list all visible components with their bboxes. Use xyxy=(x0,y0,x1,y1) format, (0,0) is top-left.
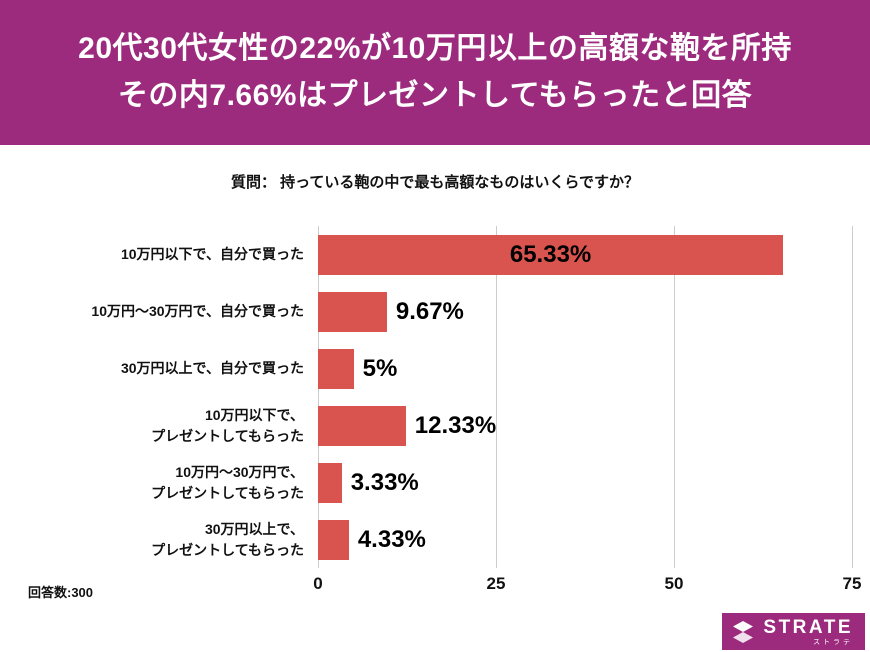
category-label: 10万円～30万円で、自分で買った xyxy=(91,303,304,320)
gridline xyxy=(674,226,675,568)
chart-row: 10万円～30万円で、自分で買った 9.67% xyxy=(0,283,870,340)
bar xyxy=(318,291,387,332)
value-label: 3.33% xyxy=(350,468,419,496)
tick-label: 0 xyxy=(313,574,323,593)
row-plot: 9.67% xyxy=(318,291,852,332)
value-label: 4.33% xyxy=(357,525,426,553)
logo-subtitle: ストラテ xyxy=(813,638,853,646)
row-plot: 5% xyxy=(318,348,852,389)
row-plot: 12.33% xyxy=(318,405,852,446)
chart-row: 10万円以下で、 プレゼントしてもらった 12.33% xyxy=(0,397,870,454)
respondent-count: 回答数:300 xyxy=(28,585,94,600)
bar xyxy=(318,348,354,389)
gridline xyxy=(852,226,853,568)
category-label: 10万円～30万円で、 プレゼントしてもらった xyxy=(151,464,304,501)
chart-row: 10万円～30万円で、 プレゼントしてもらった 3.33% xyxy=(0,454,870,511)
tick-label: 50 xyxy=(664,574,684,593)
tick-label: 25 xyxy=(486,574,506,593)
bar xyxy=(318,405,406,446)
bar xyxy=(318,519,349,560)
gridlines xyxy=(318,226,853,568)
row-plot: 3.33% xyxy=(318,462,852,503)
plot-area: 10万円以下で、自分で買った 65.33% 10万円～30万円で、自分で買った 9.6… xyxy=(0,226,870,568)
category-label: 10万円以下で、自分で買った xyxy=(120,246,304,263)
chart-rows: 10万円以下で、自分で買った 65.33% 10万円～30万円で、自分で買った 9.6… xyxy=(0,226,870,568)
header-banner: 20代30代女性の22%が10万円以上の高額な鞄を所持 その内7.66%はプレゼ… xyxy=(0,0,870,145)
category-label: 30万円以上で、自分で買った xyxy=(120,360,304,377)
value-label: 5% xyxy=(362,354,398,382)
strate-logo: STRATE ストラテ xyxy=(722,613,865,650)
value-label: 12.33% xyxy=(414,411,497,439)
logo-text-block: STRATE ストラテ xyxy=(763,618,853,646)
bar-chart: 10万円以下で、自分で買った 65.33% 10万円～30万円で、自分で買った 9.6… xyxy=(0,226,870,598)
bar xyxy=(318,462,342,503)
question-text: 質問： 持っている鞄の中で最も高額なものはいくらですか？ xyxy=(231,174,639,191)
category-label: 30万円以上で、 プレゼントしてもらった xyxy=(151,521,304,558)
bar: 65.33% xyxy=(318,234,784,275)
chart-row: 10万円以下で、自分で買った 65.33% xyxy=(0,226,870,283)
row-plot: 65.33% xyxy=(318,234,852,275)
tick-label: 75 xyxy=(842,574,862,593)
logo-name: STRATE xyxy=(763,616,853,638)
category-label: 10万円以下で、 プレゼントしてもらった xyxy=(151,407,304,444)
gridline xyxy=(496,226,497,568)
row-plot: 4.33% xyxy=(318,519,852,560)
chart-row: 30万円以上で、自分で買った 5% xyxy=(0,340,870,397)
value-label: 65.33% xyxy=(509,240,592,268)
x-axis-ticks: 0 25 50 75 xyxy=(313,568,861,598)
header-line2: その内7.66%はプレゼントしてもらったと回答 xyxy=(117,78,753,112)
chart-row: 30万円以上で、 プレゼントしてもらった 4.33% xyxy=(0,511,870,568)
value-label: 9.67% xyxy=(395,297,464,325)
strate-logo-icon xyxy=(733,620,754,643)
gridline xyxy=(318,226,319,568)
header-line1: 20代30代女性の22%が10万円以上の高額な鞄を所持 xyxy=(78,32,792,65)
